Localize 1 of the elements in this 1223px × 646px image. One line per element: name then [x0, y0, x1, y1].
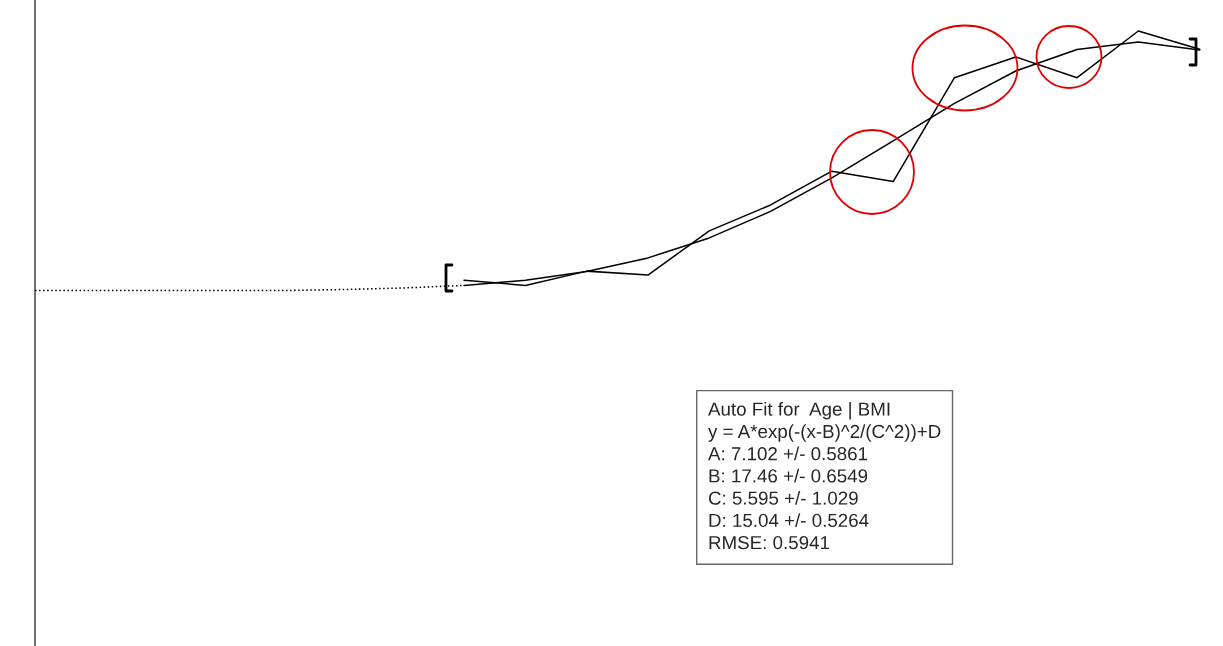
text: Auto Fit for Age | BMI y = A*exp(-(x-B)^2/(C^2))+D A: 7.102 +/- 0.5861 B: 17.46 +/- 0.6549 C: 5.595 +/- 1.029 D: 15.04 +/- 0.5264 RMSE: 0.5941 — [708, 402, 941, 550]
